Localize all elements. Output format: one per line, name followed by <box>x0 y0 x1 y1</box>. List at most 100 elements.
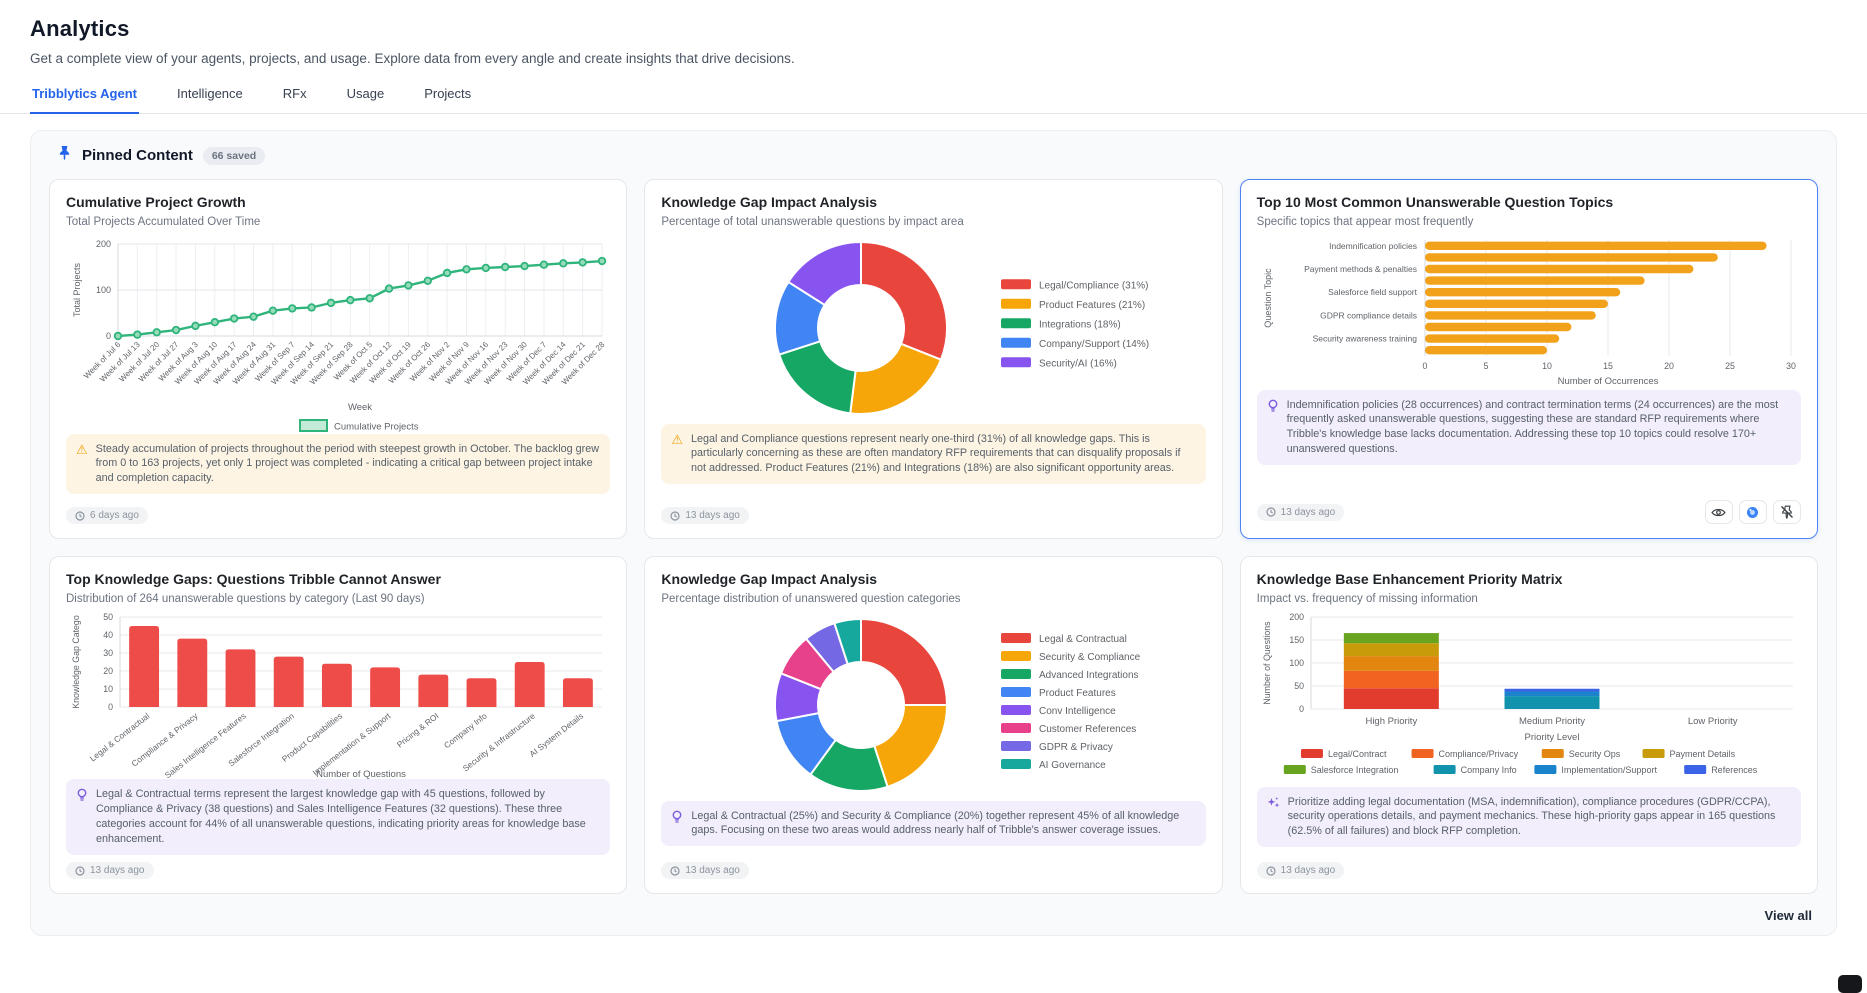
clock-icon <box>75 510 85 521</box>
sparkles-icon <box>1267 796 1280 814</box>
chat-widget[interactable] <box>1838 975 1862 993</box>
clock-icon <box>75 865 85 876</box>
svg-text:Number of Occurrences: Number of Occurrences <box>1557 376 1658 387</box>
warning-icon: ⚠ <box>76 441 88 457</box>
clock-icon <box>1266 507 1276 517</box>
card-subtitle: Specific topics that appear most frequen… <box>1256 215 1474 228</box>
insight-text: Legal & Contractual (25%) and Security &… <box>691 809 1180 837</box>
svg-text:30: 30 <box>1786 361 1796 371</box>
svg-text:20: 20 <box>1664 361 1674 371</box>
page-subtitle: Get a complete view of your agents, proj… <box>30 51 795 66</box>
tab-intelligence[interactable]: Intelligence <box>176 86 243 101</box>
svg-text:Compliance/Privacy: Compliance/Privacy <box>1438 749 1518 759</box>
svg-text:AI Governance: AI Governance <box>1039 760 1106 771</box>
insight-box: Prioritize adding legal documentation (M… <box>1256 786 1801 848</box>
unpin-button[interactable] <box>1772 500 1801 524</box>
svg-text:Security/AI (16%): Security/AI (16%) <box>1039 358 1117 369</box>
tab-projects[interactable]: Projects <box>424 86 472 101</box>
svg-text:Week: Week <box>348 402 372 413</box>
tab-rfx[interactable]: RFx <box>282 86 307 101</box>
svg-text:Indemnification policies: Indemnification policies <box>1329 240 1417 250</box>
svg-text:150: 150 <box>1289 635 1304 645</box>
card-cumulative-project-growth[interactable]: Cumulative Project Growth Total Projects… <box>49 179 628 539</box>
svg-text:30: 30 <box>103 648 113 658</box>
svg-text:Total Projects: Total Projects <box>72 262 82 317</box>
card-top-unanswerable-topics[interactable]: Top 10 Most Common Unanswerable Question… <box>1239 179 1818 539</box>
svg-text:Customer References: Customer References <box>1039 724 1136 735</box>
svg-text:Question Topic: Question Topic <box>1263 267 1273 327</box>
insight-box: Legal & Contractual terms represent the … <box>66 779 611 855</box>
clock-icon <box>670 510 680 521</box>
timestamp-badge: 6 days ago <box>66 507 148 524</box>
card-priority-matrix[interactable]: Knowledge Base Enhancement Priority Matr… <box>1239 556 1818 894</box>
svg-text:Integrations (18%): Integrations (18%) <box>1039 319 1121 330</box>
warning-icon: ⚠ <box>671 431 683 447</box>
svg-text:Legal/Contract: Legal/Contract <box>1328 749 1387 759</box>
svg-text:High Priority: High Priority <box>1365 716 1417 727</box>
insight-text: Legal & Contractual terms represent the … <box>96 788 586 846</box>
tab-bar: Tribblytics Agent Intelligence RFx Usage… <box>0 79 1867 114</box>
timestamp-badge: 13 days ago <box>661 862 749 879</box>
lightbulb-icon <box>76 788 88 807</box>
timestamp-badge: 13 days ago <box>66 862 154 879</box>
page-title: Analytics <box>30 16 130 41</box>
svg-text:Legal & Contractual: Legal & Contractual <box>1039 634 1127 645</box>
card-title: Knowledge Base Enhancement Priority Matr… <box>1256 571 1563 587</box>
card-footer: 13 days ago <box>66 855 610 879</box>
card-title: Knowledge Gap Impact Analysis <box>661 571 878 587</box>
card-footer: 13 days ago <box>1256 855 1801 879</box>
svg-text:50: 50 <box>1294 681 1304 691</box>
svg-text:0: 0 <box>1422 361 1427 371</box>
insight-text: Indemnification policies (28 occurrences… <box>1286 398 1779 456</box>
svg-text:Company Info: Company Info <box>1460 765 1516 775</box>
svg-text:Implementation/Support: Implementation/Support <box>1561 765 1657 775</box>
svg-text:15: 15 <box>1603 361 1613 371</box>
svg-text:Company/Support (14%): Company/Support (14%) <box>1039 338 1149 349</box>
insight-box: ⚠ Legal and Compliance questions represe… <box>661 423 1206 485</box>
card-footer: 6 days ago <box>66 500 610 524</box>
card-knowledge-gap-impact[interactable]: Knowledge Gap Impact Analysis Percentage… <box>644 179 1223 539</box>
card-subtitle: Impact vs. frequency of missing informat… <box>1256 592 1478 605</box>
card-gap-impact-distribution[interactable]: Knowledge Gap Impact Analysis Percentage… <box>644 556 1223 894</box>
svg-text:200: 200 <box>96 239 111 249</box>
svg-text:50: 50 <box>103 612 113 622</box>
card-subtitle: Distribution of 264 unanswerable questio… <box>66 592 425 605</box>
svg-text:200: 200 <box>1289 612 1304 622</box>
svg-text:GDPR & Privacy: GDPR & Privacy <box>1039 742 1113 753</box>
insight-box: Legal & Contractual (25%) and Security &… <box>661 800 1206 847</box>
svg-text:40: 40 <box>103 630 113 640</box>
svg-text:100: 100 <box>1289 658 1304 668</box>
view-button[interactable] <box>1704 500 1733 524</box>
card-actions <box>1704 500 1801 524</box>
blue-eye-icon <box>1747 506 1759 518</box>
pinned-title: Pinned Content <box>82 147 193 164</box>
card-subtitle: Percentage of total unanswerable questio… <box>661 215 964 228</box>
svg-text:Security Ops: Security Ops <box>1568 749 1620 759</box>
svg-text:GDPR compliance details: GDPR compliance details <box>1320 310 1417 320</box>
pinned-header: Pinned Content 66 saved <box>49 145 1818 166</box>
svg-text:Legal/Compliance (31%): Legal/Compliance (31%) <box>1039 280 1149 291</box>
svg-text:Salesforce Integration: Salesforce Integration <box>1310 765 1398 775</box>
insights-button[interactable] <box>1738 500 1767 524</box>
card-top-knowledge-gaps[interactable]: Top Knowledge Gaps: Questions Tribble Ca… <box>49 556 628 894</box>
svg-text:Low Priority: Low Priority <box>1688 716 1738 727</box>
svg-text:0: 0 <box>108 702 113 712</box>
cards-grid: Cumulative Project Growth Total Projects… <box>49 179 1818 894</box>
svg-text:100: 100 <box>96 285 111 295</box>
svg-text:Security awareness training: Security awareness training <box>1312 333 1417 343</box>
svg-text:25: 25 <box>1725 361 1735 371</box>
svg-text:Advanced Integrations: Advanced Integrations <box>1039 670 1139 681</box>
tab-usage[interactable]: Usage <box>346 86 385 101</box>
view-all-link[interactable]: View all <box>1764 908 1812 923</box>
svg-text:Knowledge Gap Catego: Knowledge Gap Catego <box>71 615 81 709</box>
tab-tribblytics-agent[interactable]: Tribblytics Agent <box>30 79 139 114</box>
svg-text:Payment methods & penalties: Payment methods & penalties <box>1304 264 1417 274</box>
pinned-content-section: Pinned Content 66 saved Cumulative Proje… <box>30 130 1837 936</box>
donut-chart: Legal & Contractual Security & Compliance… <box>774 617 1141 792</box>
donut-chart: Legal/Compliance (31%) Product Features (… <box>774 240 1149 415</box>
svg-text:10: 10 <box>103 684 113 694</box>
svg-text:Sales Intelligence Features: Sales Intelligence Features <box>163 710 248 779</box>
svg-text:References: References <box>1711 765 1758 775</box>
card-title: Cumulative Project Growth <box>66 194 246 210</box>
